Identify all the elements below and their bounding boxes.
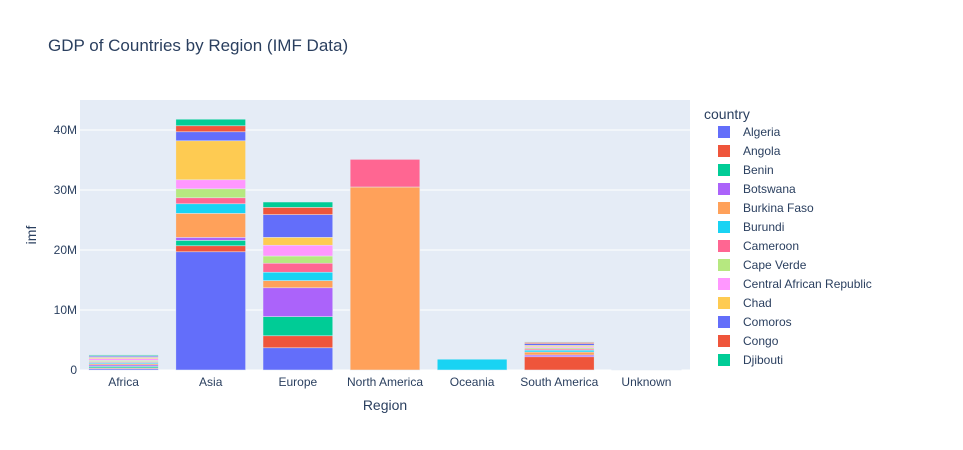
legend-swatch [718, 221, 730, 233]
legend-item[interactable]: Burkina Faso [718, 201, 814, 215]
legend-label: Benin [743, 163, 774, 177]
bar-segment[interactable] [262, 316, 333, 337]
legend-item[interactable]: Angola [718, 144, 781, 158]
bar-segment[interactable] [524, 354, 595, 358]
legend-label: Burkina Faso [743, 201, 814, 215]
bar-segment[interactable] [524, 349, 595, 353]
bar-segment[interactable] [88, 354, 159, 356]
legend-swatch [718, 183, 730, 195]
bar-segment[interactable] [524, 343, 595, 346]
bar-segment[interactable] [88, 358, 159, 361]
legend-item[interactable]: Djibouti [718, 353, 783, 367]
bar-segment[interactable] [175, 125, 246, 133]
legend-swatch [718, 240, 730, 252]
bar-segment[interactable] [175, 188, 246, 199]
legend-swatch [718, 164, 730, 176]
y-tick-label: 30M [54, 183, 77, 197]
bar-segment[interactable] [262, 214, 333, 238]
x-tick-label: Oceania [450, 375, 495, 389]
legend-label: Djibouti [743, 353, 783, 367]
x-tick-label: Unknown [621, 375, 671, 389]
bar-segment[interactable] [175, 203, 246, 214]
bar-segment[interactable] [175, 140, 246, 181]
legend-label: Congo [743, 334, 779, 348]
legend-item[interactable]: Central African Republic [718, 277, 872, 291]
x-axis-title: Region [363, 397, 407, 413]
legend-swatch [718, 278, 730, 290]
legend-item[interactable]: Comoros [718, 315, 792, 329]
x-tick-label: Asia [199, 375, 223, 389]
bar-segment[interactable] [262, 244, 333, 257]
legend-swatch [718, 202, 730, 214]
bar-segment[interactable] [175, 118, 246, 127]
x-tick-label: South America [520, 375, 598, 389]
bar-segment[interactable] [262, 207, 333, 215]
legend-label: Burundi [743, 220, 784, 234]
y-tick-label: 10M [54, 303, 77, 317]
bar-segment[interactable] [175, 131, 246, 142]
x-tick-label: North America [347, 375, 423, 389]
legend-label: Algeria [743, 125, 781, 139]
bar-segment[interactable] [524, 351, 595, 356]
legend-item[interactable]: Botswana [718, 182, 796, 196]
legend-title: country [704, 106, 750, 122]
bar-segment[interactable] [262, 201, 333, 208]
legend-label: Chad [743, 296, 772, 310]
bar-segment[interactable] [262, 287, 333, 317]
legend-label: Comoros [743, 315, 792, 329]
bar-segment[interactable] [175, 240, 246, 247]
bar-segment[interactable] [349, 186, 421, 371]
bar-segment[interactable] [524, 356, 595, 371]
bar-segment[interactable] [175, 179, 246, 190]
bar-segment[interactable] [175, 213, 246, 238]
bar-segment[interactable] [262, 271, 333, 281]
legend-swatch [718, 335, 730, 347]
legend-swatch [718, 297, 730, 309]
legend-item[interactable]: Cape Verde [718, 258, 807, 272]
bar-segment[interactable] [175, 251, 246, 371]
y-tick-label: 40M [54, 123, 77, 137]
x-tick-label: Africa [108, 375, 139, 389]
legend-label: Angola [743, 144, 781, 158]
legend-label: Botswana [743, 182, 796, 196]
bar-segment[interactable] [175, 237, 246, 241]
legend-item[interactable]: Chad [718, 296, 772, 310]
bar-segment[interactable] [175, 245, 246, 253]
legend-label: Cameroon [743, 239, 799, 253]
bar-segment[interactable] [262, 237, 333, 246]
legend[interactable]: Algeria Angola Benin Botswana Burkina Faso Bu… [718, 125, 872, 367]
legend-item[interactable]: Benin [718, 163, 774, 177]
bar-segment[interactable] [262, 255, 333, 264]
legend-swatch [718, 126, 730, 138]
y-axis-ticks: 0 10M 20M 30M 40M [54, 123, 78, 377]
bar-segment[interactable] [524, 341, 595, 343]
legend-item[interactable]: Cameroon [718, 239, 799, 253]
bars-layer [88, 118, 682, 371]
y-tick-label: 0 [70, 363, 77, 377]
legend-swatch [718, 316, 730, 328]
bar-segment[interactable] [262, 262, 333, 273]
bar-segment[interactable] [262, 280, 333, 289]
legend-label: Cape Verde [743, 258, 807, 272]
legend-item[interactable]: Congo [718, 334, 779, 348]
legend-swatch [718, 145, 730, 157]
y-tick-label: 20M [54, 243, 77, 257]
bar-segment[interactable] [349, 159, 421, 188]
bar-segment[interactable] [262, 335, 333, 349]
legend-item[interactable]: Burundi [718, 220, 784, 234]
legend-label: Central African Republic [743, 277, 872, 291]
chart-title: GDP of Countries by Region (IMF Data) [48, 36, 348, 55]
bar-segment[interactable] [175, 197, 246, 205]
legend-item[interactable]: Algeria [718, 125, 781, 139]
y-axis-title: imf [23, 226, 39, 245]
legend-swatch [718, 354, 730, 366]
x-axis-ticks: Africa Asia Europe North America Oceania Sout… [108, 375, 671, 389]
legend-swatch [718, 259, 730, 271]
bar-segment[interactable] [437, 358, 508, 371]
x-tick-label: Europe [279, 375, 318, 389]
bar-segment[interactable] [262, 347, 333, 371]
